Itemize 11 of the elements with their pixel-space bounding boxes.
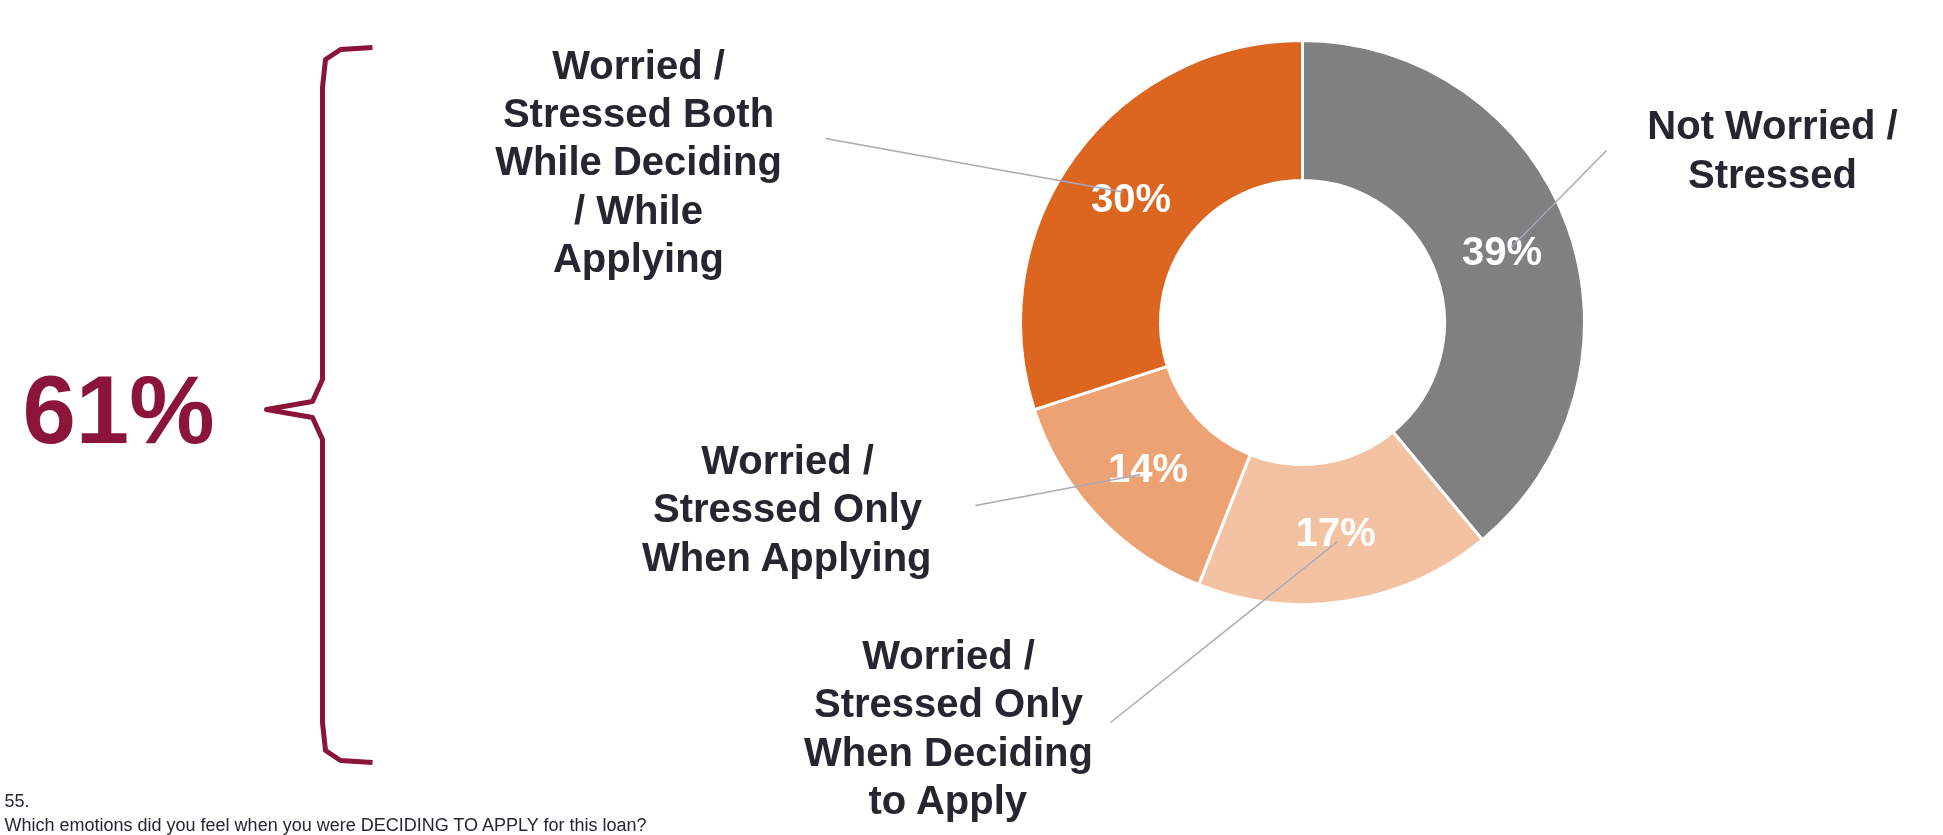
slice-label: Worried / Stressed Only When Applying [641, 438, 932, 579]
data-label: 14% [1107, 445, 1188, 490]
data-label: 39% [1461, 228, 1542, 273]
slice-label: Worried / Stressed Only When Deciding to Apply [804, 632, 1093, 823]
data-label: 30% [1090, 175, 1172, 220]
slice-label: Worried / Stressed Both While Deciding / While Applying [495, 42, 782, 281]
slice-label: Not Worried / Stressed [1647, 103, 1898, 196]
text: 61% [22, 356, 215, 463]
text: 55. [4, 791, 30, 811]
text: Which emotions did you feel when you were DECIDING TO APPLY for this loan? [4, 814, 647, 835]
data-label: 17% [1295, 509, 1376, 554]
